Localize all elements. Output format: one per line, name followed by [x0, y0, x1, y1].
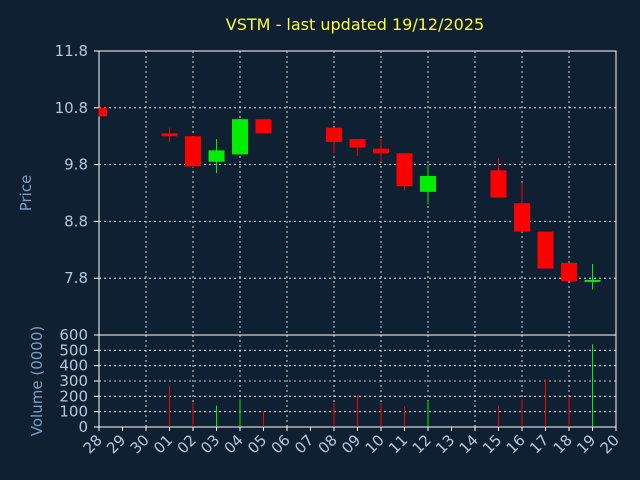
- candle-body: [537, 231, 554, 269]
- chart-title: VSTM - last updated 19/12/2025: [226, 15, 484, 34]
- candle: [208, 139, 225, 174]
- x-tick-label: 08: [315, 431, 341, 457]
- x-axis-label: Day: [333, 458, 363, 476]
- x-tick-label: 03: [197, 431, 223, 457]
- x-tick-label: 20: [597, 431, 623, 457]
- candle: [561, 262, 577, 282]
- x-tick-label: 10: [362, 431, 388, 457]
- volume-axis-label: Volume (0000): [28, 326, 46, 436]
- x-tick-label: 15: [479, 431, 505, 457]
- candles: [98, 107, 601, 290]
- candle: [185, 136, 201, 168]
- price-y-ticks: 11.8 10.8 9.8 8.8 7.8: [55, 42, 99, 287]
- candle-body: [99, 107, 107, 117]
- price-tick-label: 10.8: [55, 99, 88, 117]
- volume-bars: [169, 344, 593, 427]
- volume-tick-label: 400: [59, 357, 88, 375]
- candle-body: [255, 119, 272, 134]
- price-plot-frame: [98, 50, 617, 336]
- candle: [98, 107, 107, 117]
- candle: [420, 164, 436, 205]
- x-tick-label: 29: [103, 431, 129, 457]
- x-tick-label: 16: [503, 431, 529, 457]
- candle-body: [185, 136, 201, 167]
- candle-body: [232, 119, 248, 155]
- candle-body: [584, 279, 601, 282]
- candle: [161, 127, 178, 142]
- x-tick-label: 04: [221, 431, 247, 457]
- x-tick-label: 06: [268, 431, 294, 457]
- price-tick-label: 11.8: [55, 42, 88, 60]
- x-tick-label: 19: [573, 431, 599, 457]
- volume-tick-label: 300: [59, 372, 88, 390]
- price-tick-label: 9.8: [64, 156, 88, 174]
- candle: [490, 157, 507, 198]
- candle-body: [561, 262, 577, 282]
- candle: [232, 119, 248, 155]
- candle: [373, 139, 389, 162]
- x-tick-label: 11: [385, 431, 411, 457]
- x-tick-label: 18: [550, 431, 576, 457]
- x-ticks: 2829300102030405060708091011121314151617…: [80, 427, 623, 457]
- x-tick-label: 13: [432, 431, 458, 457]
- candle: [396, 153, 413, 191]
- price-tick-label: 8.8: [64, 212, 88, 230]
- x-tick-label: 12: [409, 431, 435, 457]
- candle-body: [349, 139, 366, 148]
- candle: [349, 139, 366, 157]
- candle-body: [514, 203, 530, 232]
- x-tick-label: 09: [338, 431, 364, 457]
- candle-body: [420, 175, 436, 192]
- candle: [584, 264, 601, 290]
- volume-tick-label: 200: [59, 387, 88, 405]
- volume-tick-label: 600: [59, 326, 88, 344]
- candle-body: [208, 150, 225, 162]
- candle: [255, 119, 272, 134]
- candle: [326, 127, 342, 154]
- candle-body: [490, 170, 507, 198]
- x-tick-label: 14: [456, 431, 482, 457]
- x-tick-label: 17: [526, 431, 552, 457]
- price-tick-label: 7.8: [64, 269, 88, 287]
- x-tick-label: 02: [174, 431, 200, 457]
- candle-body: [326, 127, 342, 142]
- x-tick-label: 01: [150, 431, 176, 457]
- candle-body: [161, 133, 178, 137]
- volume-tick-label: 100: [59, 403, 88, 421]
- candle-body: [373, 148, 389, 154]
- price-axis-label: Price: [17, 175, 35, 212]
- candle: [514, 182, 530, 232]
- x-tick-label: 07: [291, 431, 317, 457]
- x-tick-label: 05: [244, 431, 270, 457]
- price-grid: [99, 51, 616, 335]
- candle-body: [396, 153, 413, 187]
- volume-tick-label: 500: [59, 341, 88, 359]
- x-tick-label: 30: [127, 431, 153, 457]
- candle: [537, 231, 554, 269]
- volume-tick-label: 0: [78, 418, 88, 436]
